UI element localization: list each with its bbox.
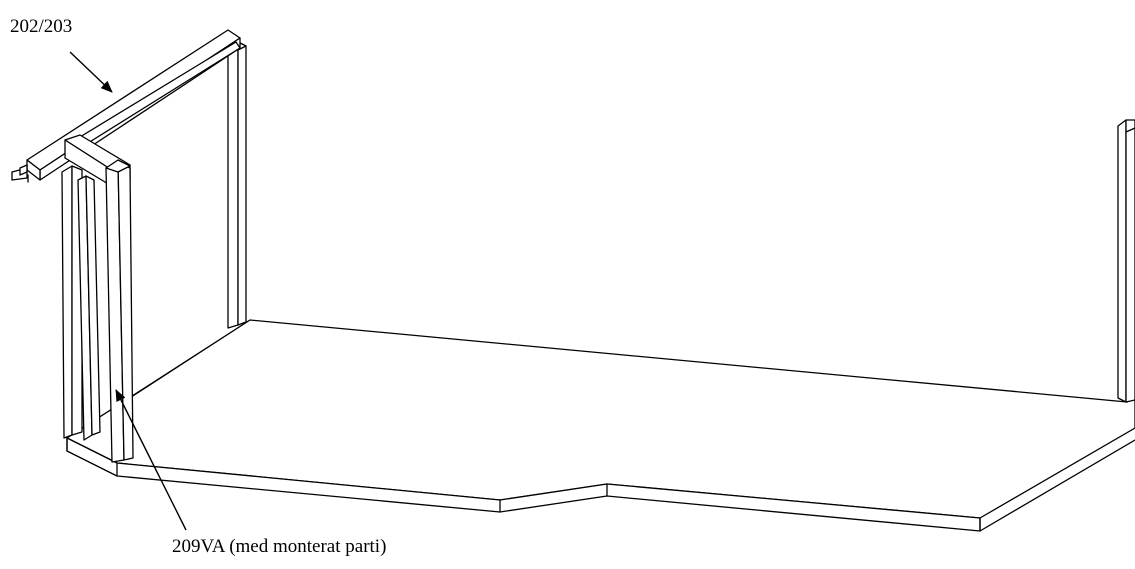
- top-label-arrow: [70, 52, 113, 93]
- bottom-label-arrow: [116, 389, 186, 530]
- annotation-arrows: [70, 52, 186, 530]
- front-post-right: [106, 160, 133, 462]
- floor-plate: [67, 320, 1135, 531]
- right-post: [1118, 120, 1135, 402]
- top-rail: [12, 30, 240, 182]
- back-post: [228, 41, 246, 328]
- front-post-label: 209VA (med monterat parti): [172, 536, 387, 557]
- top-rail-label: 202/203: [10, 16, 73, 37]
- front-post-middle: [78, 176, 100, 440]
